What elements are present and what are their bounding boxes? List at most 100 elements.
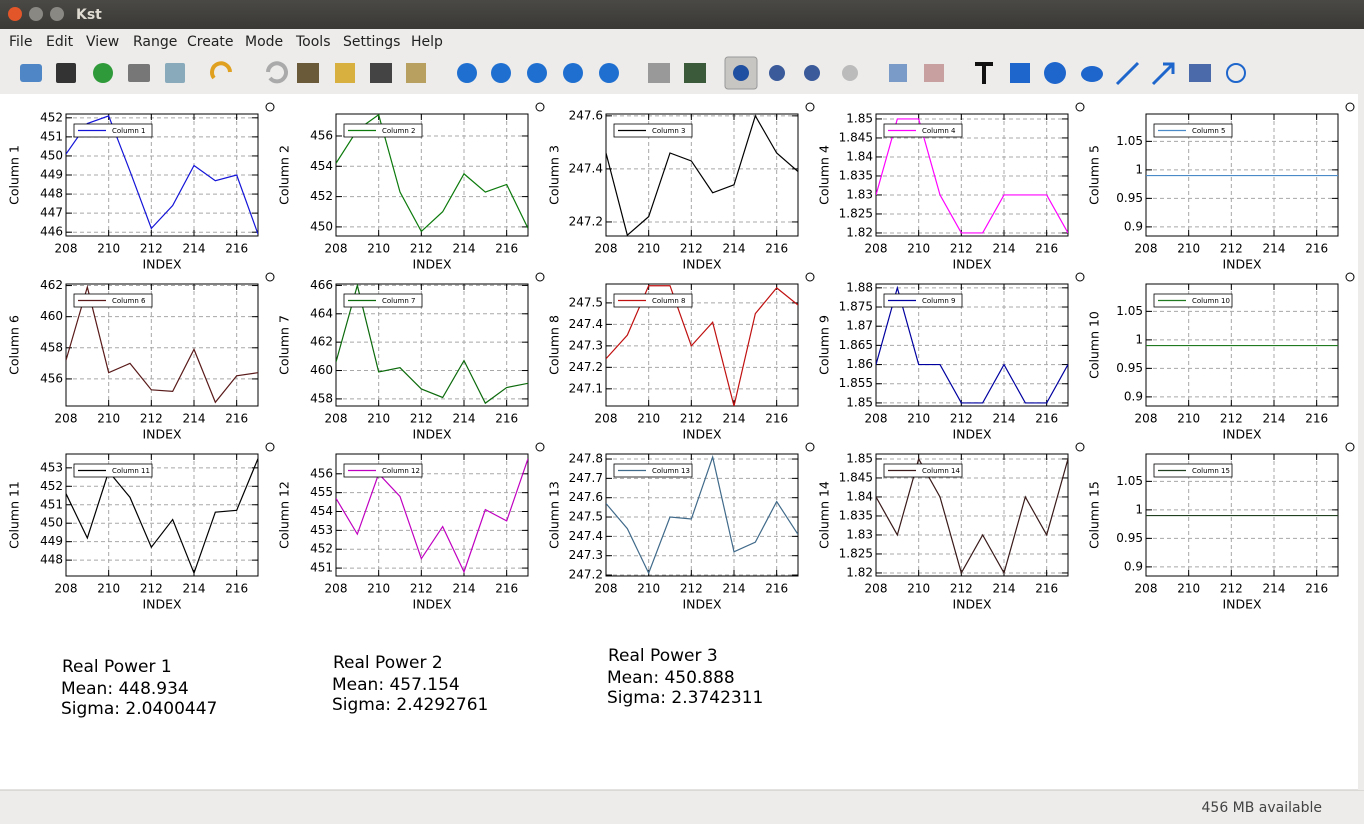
menu-item[interactable]: Create xyxy=(187,34,234,50)
y-tick-label: 460 xyxy=(310,363,333,377)
y-tick-label: 453 xyxy=(310,523,333,537)
plot-handle[interactable] xyxy=(265,272,275,282)
menu-item[interactable]: Mode xyxy=(245,34,283,50)
menu-item[interactable]: Help xyxy=(411,34,443,50)
close-button[interactable] xyxy=(8,7,22,21)
x-tick-label: 214 xyxy=(1263,242,1286,256)
icon-zoom-y[interactable] xyxy=(804,65,820,81)
menu-item[interactable]: File xyxy=(9,34,32,50)
plot-handle[interactable] xyxy=(1075,102,1085,112)
menu-item[interactable]: Range xyxy=(133,34,177,50)
icon-circle[interactable] xyxy=(1044,62,1066,84)
minimize-button[interactable] xyxy=(29,7,43,21)
plot: 1.82 1.825 1.83 1.835 1.84 1.845 1.85 208 210 212… xyxy=(817,102,1085,272)
plot-handle[interactable] xyxy=(1075,442,1085,452)
legend-label: Column 11 xyxy=(112,467,150,475)
menu-item[interactable]: Settings xyxy=(343,34,400,50)
icon-save[interactable] xyxy=(56,63,76,83)
icon-plot[interactable] xyxy=(684,63,706,83)
icon-print[interactable] xyxy=(128,64,150,82)
icon-back[interactable] xyxy=(457,63,477,83)
icon-reload[interactable] xyxy=(93,63,113,83)
x-tick-label: 216 xyxy=(225,582,248,596)
icon-shared-axis[interactable] xyxy=(1226,63,1246,83)
plot-handle[interactable] xyxy=(535,102,545,112)
icon-text[interactable] xyxy=(975,62,993,84)
y-tick-label: 247.4 xyxy=(569,317,603,331)
y-tick-label: 456 xyxy=(310,466,333,480)
icon-rewind[interactable] xyxy=(527,63,547,83)
icon-edit[interactable] xyxy=(406,63,426,83)
x-axis-label: INDEX xyxy=(682,597,722,612)
menu-item[interactable]: Edit xyxy=(46,34,74,50)
icon-pause[interactable] xyxy=(599,63,619,83)
plot-handle[interactable] xyxy=(1345,442,1355,452)
x-tick-label: 214 xyxy=(453,242,476,256)
icon-ellipse[interactable] xyxy=(1081,66,1103,82)
y-tick-label: 1.85 xyxy=(846,395,873,409)
plot-handle[interactable] xyxy=(1345,102,1355,112)
data-line xyxy=(66,115,258,235)
y-tick-label: 447 xyxy=(40,206,63,220)
y-tick-label: 1.84 xyxy=(846,489,873,503)
legend-label: Column 12 xyxy=(382,467,420,475)
icon-line[interactable] xyxy=(1115,61,1140,86)
icon-log[interactable] xyxy=(165,63,185,83)
y-tick-label: 462 xyxy=(40,278,63,292)
icon-pan[interactable] xyxy=(842,65,858,81)
y-axis-label: Column 11 xyxy=(7,481,22,549)
y-tick-label: 1.865 xyxy=(839,338,873,352)
plot-frame xyxy=(65,283,259,407)
icon-redo[interactable] xyxy=(266,61,288,84)
plot-handle[interactable] xyxy=(1075,272,1085,282)
x-tick-label: 212 xyxy=(410,242,433,256)
y-tick-label: 0.9 xyxy=(1124,389,1143,403)
x-tick-label: 212 xyxy=(950,582,973,596)
plot-handle[interactable] xyxy=(265,102,275,112)
icon-layout[interactable] xyxy=(370,63,392,83)
icon-open[interactable] xyxy=(20,64,42,82)
icon-forward[interactable] xyxy=(491,63,511,83)
x-axis-label: INDEX xyxy=(952,427,992,442)
title-bar xyxy=(0,0,1364,29)
y-axis-label: Column 4 xyxy=(817,145,832,205)
plot-handle[interactable] xyxy=(1345,272,1355,282)
icon-box[interactable] xyxy=(1010,63,1030,83)
y-tick-label: 451 xyxy=(40,497,63,511)
maximize-button[interactable] xyxy=(50,7,64,21)
x-tick-label: 216 xyxy=(1035,242,1058,256)
x-tick-label: 212 xyxy=(140,582,163,596)
y-tick-label: 247.6 xyxy=(569,108,603,122)
icon-chart[interactable] xyxy=(924,64,944,82)
x-tick-label: 216 xyxy=(225,242,248,256)
plot-handle[interactable] xyxy=(805,102,815,112)
icon-wizard[interactable] xyxy=(335,63,355,83)
icon-arrow[interactable] xyxy=(1151,62,1175,86)
stat-mean: Mean: 457.154 xyxy=(332,675,460,695)
plot: 0.9 0.95 1 1.05 208 210 212 214 216 INDEX Column 1… xyxy=(1087,442,1355,612)
y-tick-label: 1.84 xyxy=(846,149,873,163)
icon-undo[interactable] xyxy=(210,61,232,80)
icon-data-manager[interactable] xyxy=(297,63,319,83)
menu-item[interactable]: Tools xyxy=(295,34,331,50)
plot-handle[interactable] xyxy=(535,272,545,282)
plot-handle[interactable] xyxy=(805,442,815,452)
plot-handle[interactable] xyxy=(265,442,275,452)
x-tick-label: 210 xyxy=(367,242,390,256)
plot-handle[interactable] xyxy=(535,442,545,452)
y-tick-label: 0.95 xyxy=(1116,361,1143,375)
menu-item[interactable]: View xyxy=(86,34,119,50)
plot-handle[interactable] xyxy=(805,272,815,282)
icon-grid[interactable] xyxy=(889,64,907,82)
y-tick-label: 1 xyxy=(1135,332,1143,346)
x-tick-label: 210 xyxy=(907,412,930,426)
x-tick-label: 212 xyxy=(410,582,433,596)
y-tick-label: 462 xyxy=(310,335,333,349)
icon-fast-forward[interactable] xyxy=(563,63,583,83)
icon-picture[interactable] xyxy=(1189,64,1211,82)
x-tick-label: 208 xyxy=(865,412,888,426)
icon-zoom-x[interactable] xyxy=(769,65,785,81)
icon-tied-zoom[interactable] xyxy=(648,63,670,83)
